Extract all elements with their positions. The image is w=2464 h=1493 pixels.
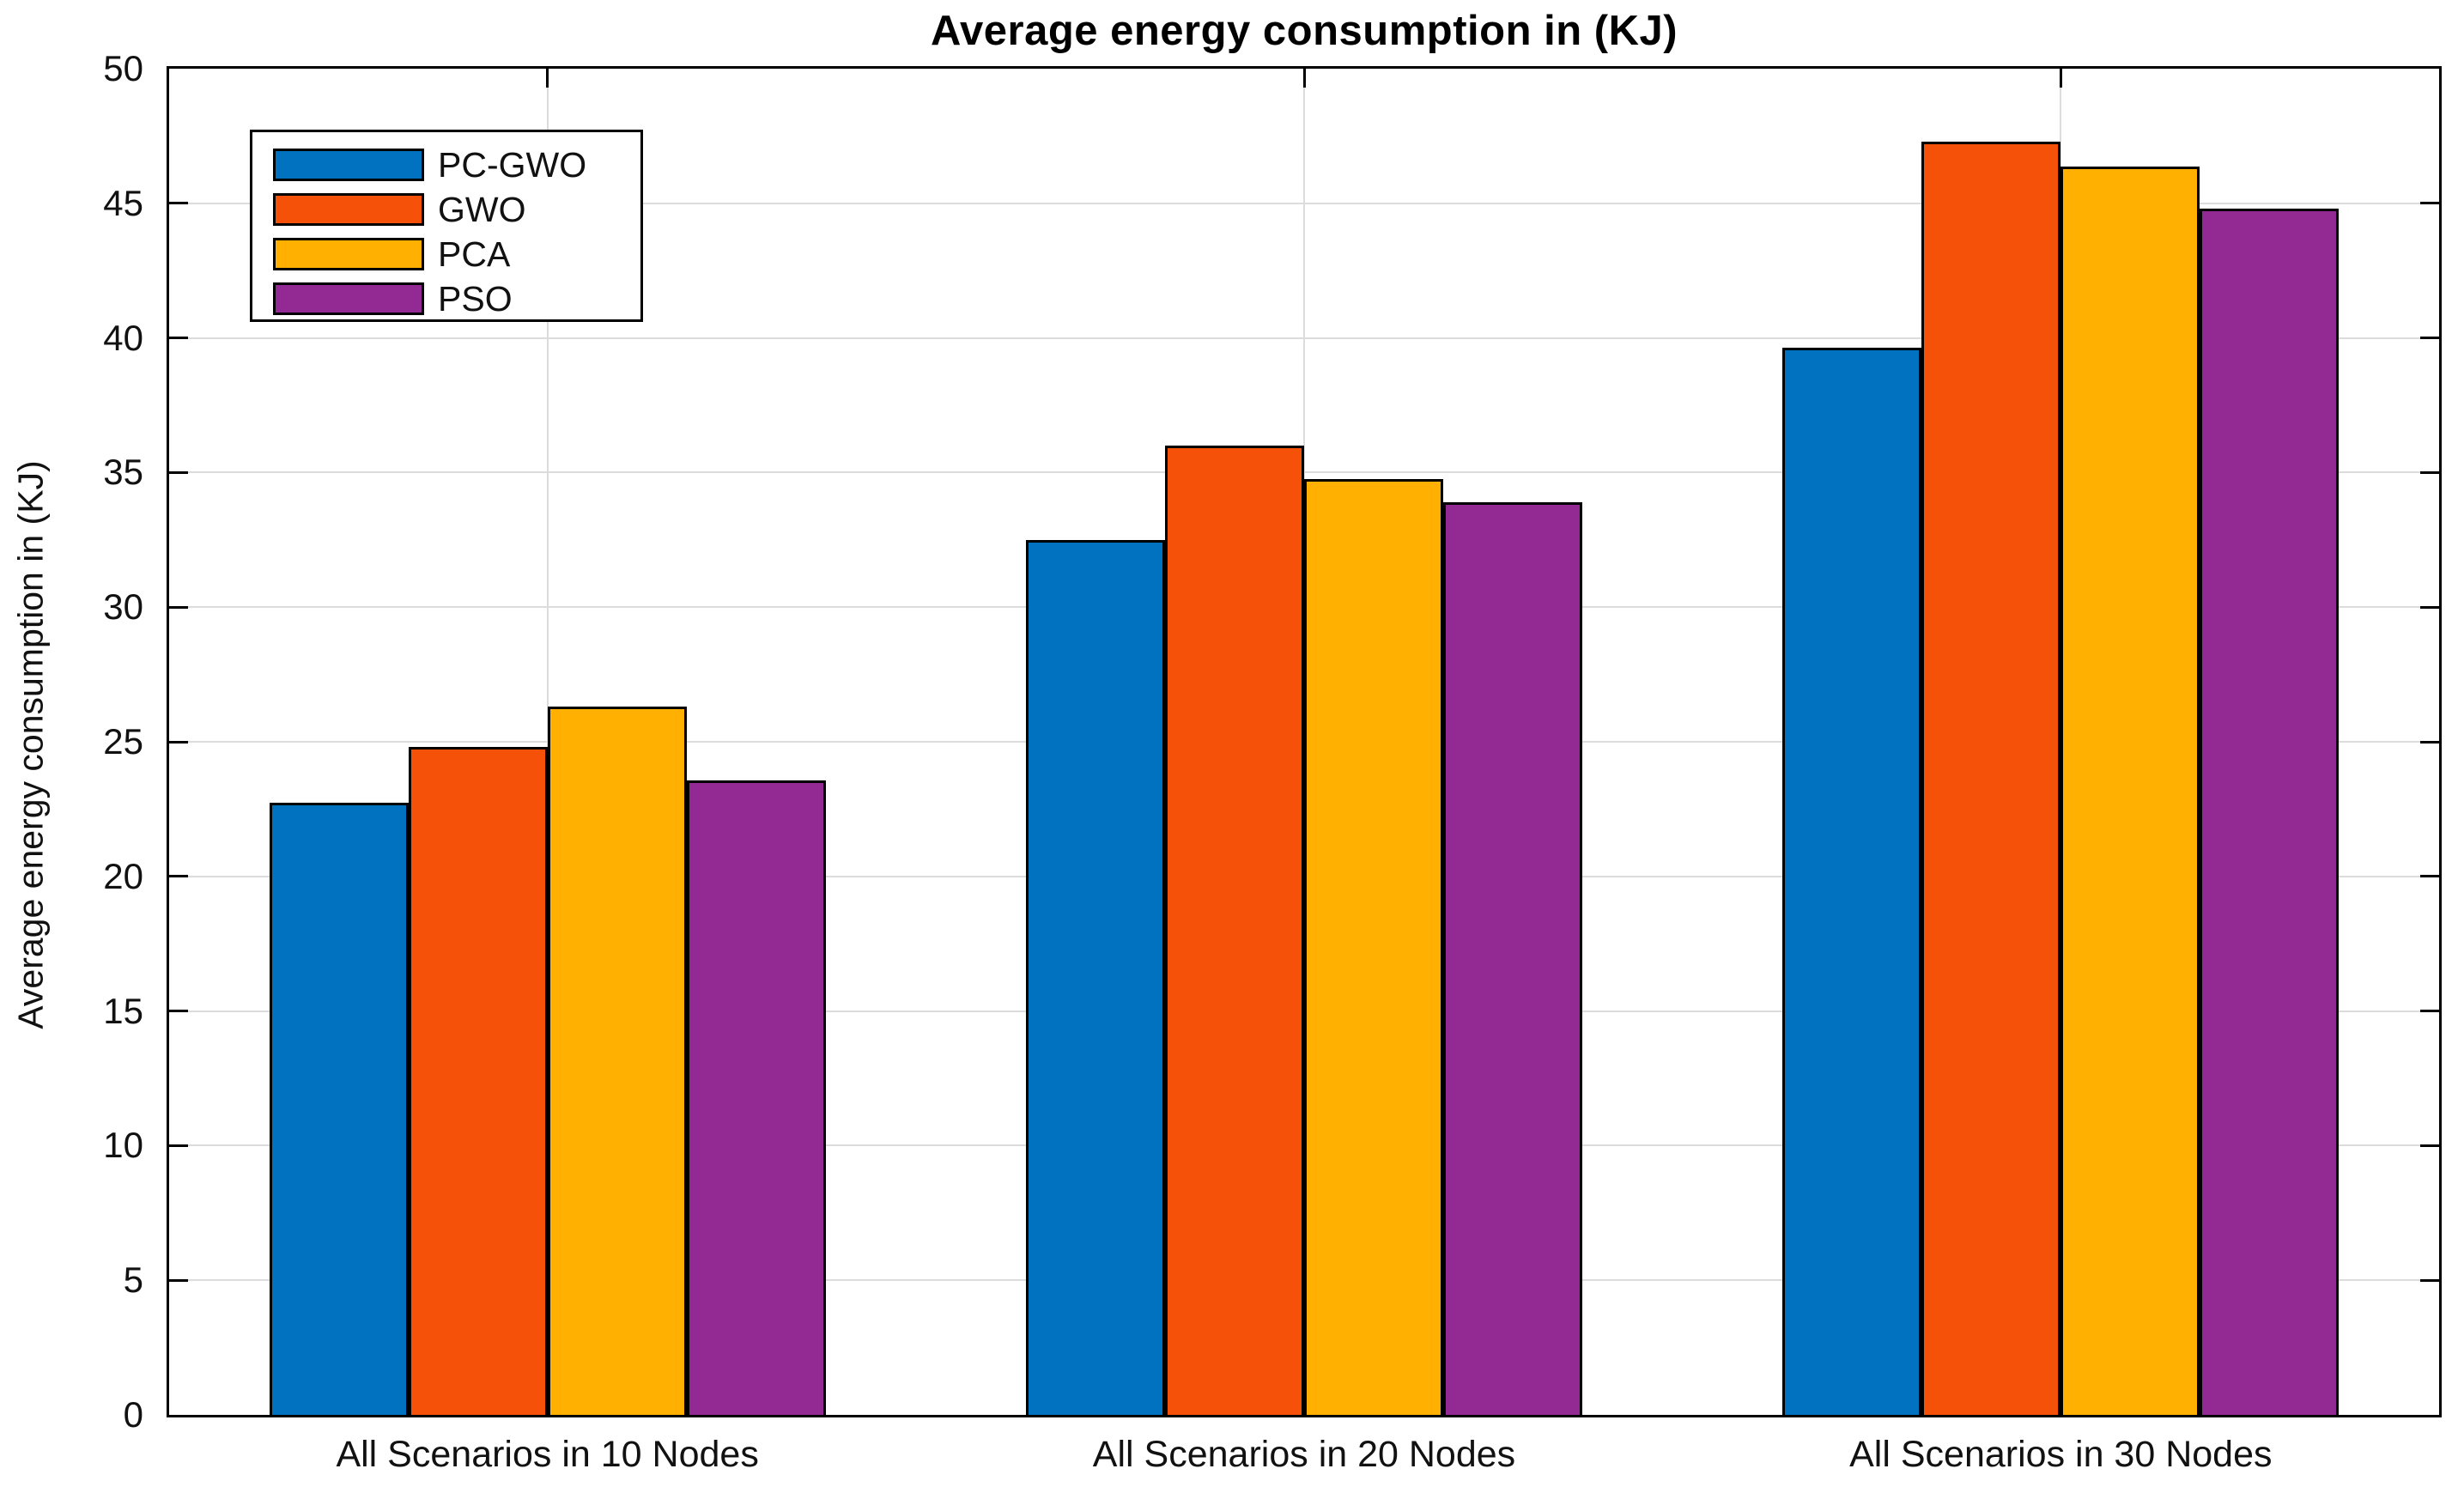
bar-pca-all-scenarios-in-20-nodes [1304, 479, 1443, 1415]
legend-label-pso: PSO [438, 278, 513, 319]
legend-label-gwo: GWO [438, 189, 526, 229]
y-tick-right-40 [2420, 337, 2439, 340]
y-tick-left-45 [169, 202, 188, 205]
y-tick-right-20 [2420, 875, 2439, 878]
x-tick-top-1 [546, 69, 549, 88]
y-tick-left-15 [169, 1010, 188, 1013]
chart-title: Average energy consumption in (KJ) [930, 8, 1678, 54]
y-tick-left-25 [169, 740, 188, 743]
y-tick-label-35: 35 [103, 452, 143, 493]
y-tick-right-35 [2420, 470, 2439, 474]
y-tick-label-25: 25 [103, 721, 143, 762]
y-tick-right-15 [2420, 1010, 2439, 1013]
legend-swatch-pc-gwo [273, 149, 424, 181]
x-category-label-all-scenarios-in-10-nodes: All Scenarios in 10 Nodes [336, 1434, 759, 1475]
bar-pso-all-scenarios-in-30-nodes [2200, 209, 2340, 1415]
y-tick-label-0: 0 [123, 1394, 143, 1435]
bar-pca-all-scenarios-in-10-nodes [547, 707, 687, 1415]
bar-gwo-all-scenarios-in-30-nodes [1921, 141, 2061, 1415]
x-tick-top-2 [1302, 69, 1306, 88]
legend-item-gwo: GWO [273, 187, 640, 232]
y-tick-label-50: 50 [103, 48, 143, 88]
y-tick-label-5: 5 [123, 1259, 143, 1301]
y-tick-right-5 [2420, 1278, 2439, 1282]
legend-label-pc-gwo: PC-GWO [438, 144, 587, 185]
bar-pc-gwo-all-scenarios-in-30-nodes [1782, 347, 1922, 1415]
bar-gwo-all-scenarios-in-20-nodes [1165, 446, 1304, 1415]
bar-pso-all-scenarios-in-10-nodes [686, 780, 826, 1415]
y-tick-label-40: 40 [103, 317, 143, 358]
y-tick-label-30: 30 [103, 586, 143, 628]
y-tick-right-25 [2420, 740, 2439, 743]
y-tick-label-15: 15 [103, 990, 143, 1031]
y-tick-right-30 [2420, 605, 2439, 609]
y-tick-label-20: 20 [103, 855, 143, 896]
x-category-label-all-scenarios-in-30-nodes: All Scenarios in 30 Nodes [1849, 1434, 2273, 1475]
legend-swatch-pca [273, 238, 424, 270]
bar-pca-all-scenarios-in-30-nodes [2060, 167, 2200, 1415]
legend-item-pc-gwo: PC-GWO [273, 143, 640, 187]
y-tick-left-35 [169, 470, 188, 474]
legend-item-pso: PSO [273, 276, 640, 321]
y-tick-label-10: 10 [103, 1125, 143, 1166]
y-tick-right-45 [2420, 202, 2439, 205]
bar-pso-all-scenarios-in-20-nodes [1443, 501, 1582, 1415]
y-tick-label-45: 45 [103, 182, 143, 223]
legend-item-pca: PCA [273, 232, 640, 276]
x-category-label-all-scenarios-in-20-nodes: All Scenarios in 20 Nodes [1092, 1434, 1516, 1475]
bar-gwo-all-scenarios-in-10-nodes [408, 747, 548, 1415]
legend-swatch-gwo [273, 193, 424, 226]
y-tick-left-10 [169, 1144, 188, 1147]
legend: PC-GWO GWO PCA PSO [250, 130, 643, 322]
legend-label-pca: PCA [438, 234, 511, 274]
y-tick-left-5 [169, 1278, 188, 1282]
y-tick-left-30 [169, 605, 188, 609]
plot-area [167, 66, 2442, 1417]
y-tick-left-40 [169, 337, 188, 340]
y-tick-right-10 [2420, 1144, 2439, 1147]
y-tick-left-20 [169, 875, 188, 878]
bar-pc-gwo-all-scenarios-in-20-nodes [1026, 539, 1165, 1415]
legend-swatch-pso [273, 282, 424, 315]
bar-pc-gwo-all-scenarios-in-10-nodes [269, 802, 409, 1415]
x-tick-top-3 [2059, 69, 2062, 88]
